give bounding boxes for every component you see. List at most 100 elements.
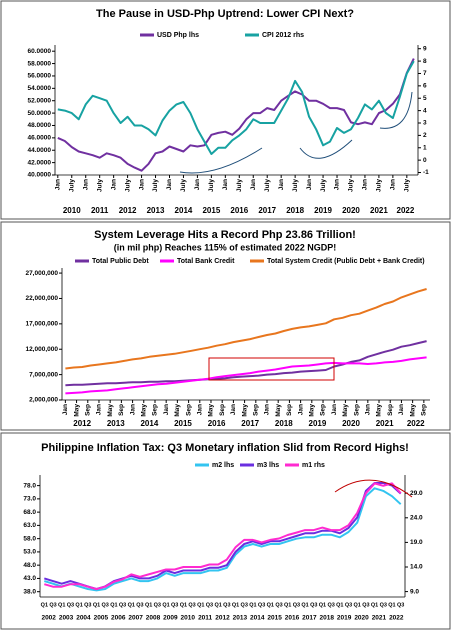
x-tick-label: Sep — [185, 404, 192, 416]
year-label: 2020 — [342, 419, 360, 428]
x-tick-label: May — [107, 404, 114, 417]
y-tick-label: 38.0 — [23, 588, 36, 595]
x-tick-label: Jan — [297, 404, 304, 415]
x-tick-label: May — [241, 404, 248, 417]
y2-tick-label: 1 — [423, 144, 427, 151]
y-tick-label: 63.0 — [23, 522, 36, 529]
y2-tick-label: 19.0 — [410, 539, 423, 546]
x-tick-label: Jan — [398, 404, 405, 415]
y-tick-label: 56.0000 — [28, 73, 52, 80]
year-label: 2021 — [370, 206, 388, 215]
y2-tick-label: 6 — [423, 83, 427, 90]
x-tick-label: Jan — [138, 179, 145, 190]
x-tick-label: Jan — [306, 179, 313, 190]
x-tick-label: Q3 — [293, 602, 300, 608]
y-tick-label: 48.0 — [23, 562, 36, 569]
x-tick-label: Q1 — [128, 602, 135, 608]
x-tick-label: Q1 — [301, 602, 308, 608]
x-tick-label: Sep — [353, 404, 360, 416]
year-label: 2016 — [285, 615, 300, 622]
year-label: 2005 — [94, 615, 109, 622]
x-tick-label: Sep — [84, 404, 91, 416]
x-tick-label: May — [342, 404, 349, 417]
annotation-box — [208, 357, 335, 381]
year-label: 2020 — [354, 615, 369, 622]
year-label: 2022 — [407, 419, 425, 428]
y-tick-label: 78.0 — [23, 482, 36, 489]
year-label: 2013 — [107, 419, 125, 428]
x-tick-label: July — [320, 179, 327, 192]
x-tick-label: Q1 — [232, 602, 239, 608]
year-label: 2020 — [342, 206, 360, 215]
x-tick-label: Q3 — [171, 602, 178, 608]
x-tick-label: May — [309, 404, 316, 417]
y-tick-label: 22,000,000 — [25, 295, 58, 302]
year-label: 2014 — [140, 419, 158, 428]
y2-tick-label: 14.0 — [410, 564, 423, 571]
y2-tick-label: 3 — [423, 120, 427, 127]
y-tick-label: 42.0000 — [28, 159, 52, 166]
year-label: 2014 — [175, 206, 193, 215]
x-tick-label: May — [73, 404, 80, 417]
series-line — [65, 340, 427, 387]
year-label: 2022 — [397, 206, 415, 215]
year-label: 2015 — [267, 615, 282, 622]
x-tick-label: Q1 — [180, 602, 187, 608]
series-line — [65, 288, 427, 370]
legend-label: Total Bank Credit — [177, 258, 235, 265]
x-tick-label: Q1 — [249, 602, 256, 608]
series-line — [44, 482, 402, 591]
x-tick-label: July — [292, 179, 299, 192]
y-tick-label: 17,000,000 — [25, 321, 58, 328]
year-label: 2004 — [76, 615, 91, 622]
y2-tick-label: 9 — [423, 45, 427, 52]
year-label: 2016 — [208, 419, 226, 428]
annotation-arc — [179, 147, 263, 174]
x-tick-label: Q1 — [388, 602, 395, 608]
year-label: 2007 — [128, 615, 143, 622]
year-label: 2003 — [59, 615, 74, 622]
x-tick-label: Q1 — [93, 602, 100, 608]
x-tick-label: Jan — [82, 179, 89, 190]
year-label: 2011 — [198, 615, 212, 622]
y2-tick-label: -1 — [423, 169, 429, 176]
x-tick-label: Jan — [278, 179, 285, 190]
x-tick-label: July — [376, 179, 383, 192]
year-label: 2002 — [41, 615, 56, 622]
legend-label: m2 lhs — [212, 462, 234, 469]
x-tick-label: Jan — [55, 179, 62, 190]
x-tick-label: Q3 — [362, 602, 369, 608]
x-tick-label: Q3 — [258, 602, 265, 608]
x-tick-label: May — [208, 404, 215, 417]
x-tick-label: Jan — [129, 404, 136, 415]
y-tick-label: 58.0000 — [28, 60, 52, 67]
legend-label: Total System Credit (Public Debt + Bank … — [267, 258, 425, 265]
x-tick-label: Jan — [62, 404, 69, 415]
x-tick-label: Q1 — [371, 602, 378, 608]
x-tick-label: Jan — [250, 179, 257, 190]
x-tick-label: Q3 — [84, 602, 91, 608]
year-label: 2016 — [230, 206, 248, 215]
x-tick-label: Q3 — [206, 602, 213, 608]
x-tick-label: Q3 — [397, 602, 404, 608]
x-tick-label: Q3 — [67, 602, 74, 608]
year-label: 2019 — [314, 206, 332, 215]
x-tick-label: Sep — [286, 404, 293, 416]
year-label: 2018 — [286, 206, 304, 215]
legend-label: m1 rhs — [302, 462, 325, 469]
x-tick-label: Q1 — [145, 602, 152, 608]
x-tick-label: July — [96, 179, 103, 192]
year-label: 2015 — [174, 419, 192, 428]
x-tick-label: Q1 — [284, 602, 291, 608]
year-label: 2019 — [309, 419, 327, 428]
x-tick-label: Q1 — [162, 602, 169, 608]
x-tick-label: Jan — [230, 404, 237, 415]
x-tick-label: Q1 — [58, 602, 65, 608]
y-tick-label: 40.0000 — [28, 172, 52, 179]
x-tick-label: Q1 — [214, 602, 221, 608]
y-tick-label: 73.0 — [23, 496, 36, 503]
year-label: 2017 — [302, 615, 317, 622]
x-tick-label: Sep — [421, 404, 428, 416]
y2-tick-label: 2 — [423, 132, 427, 139]
panel — [0, 0, 451, 220]
